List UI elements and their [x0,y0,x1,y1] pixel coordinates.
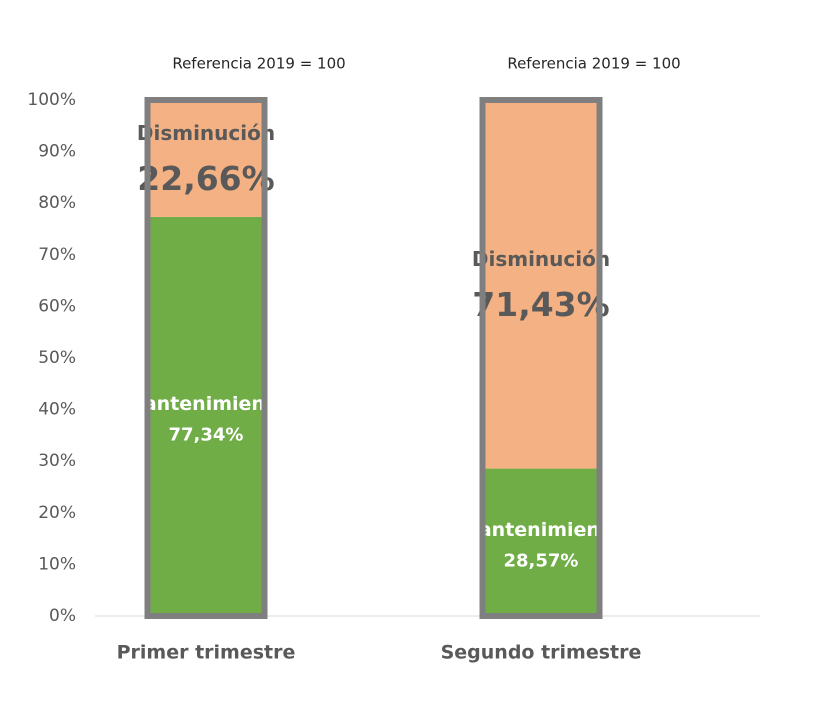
bar-segment [482,468,600,616]
data-label: 22,66% [137,159,274,198]
y-tick-label: 20% [38,503,76,523]
y-tick-label: 0% [49,606,76,626]
segment-name: Mantenimiento [460,519,622,541]
x-tick-label: Segundo trimestre [441,642,642,664]
y-tick-label: 10% [38,554,76,574]
y-tick-label: 100% [27,90,76,110]
segment-name: Disminución [472,247,610,271]
annotation: Referencia 2019 = 100 [172,55,345,73]
segment-name: Disminución [137,121,275,145]
y-tick-label: 50% [38,348,76,368]
data-label: 71,43% [472,285,609,324]
bar-outline [479,97,603,619]
bar-outline [144,97,268,619]
y-tick-label: 90% [38,142,76,162]
y-tick-label: 60% [38,296,76,316]
y-tick-label: 80% [38,193,76,213]
y-tick-label: 30% [38,451,76,471]
segment-name: Mantenimiento [125,393,287,415]
bar-segment [147,100,265,217]
annotation: Referencia 2019 = 100 [507,55,680,73]
bar-segment [147,216,265,616]
data-label: 77,34% [169,424,244,445]
data-label: 28,57% [504,550,579,571]
y-tick-label: 40% [38,400,76,420]
y-tick-label: 70% [38,245,76,265]
bar-segment [482,100,600,469]
x-tick-label: Primer trimestre [117,642,296,664]
